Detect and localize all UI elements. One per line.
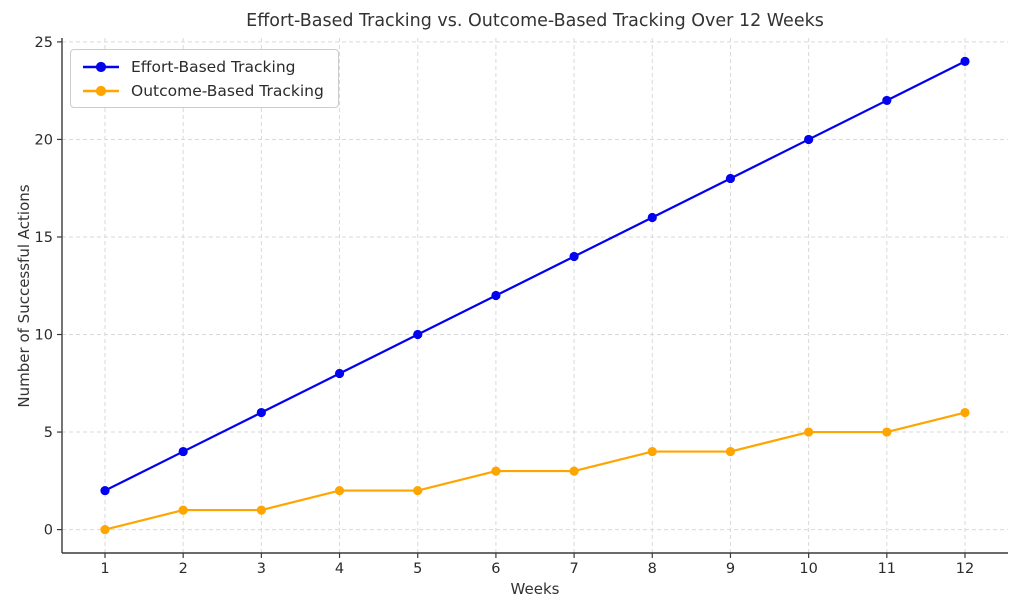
series-line-effort-based-tracking	[103, 60, 967, 492]
x-tick-label: 3	[257, 561, 266, 577]
data-point-effort-based-tracking	[334, 368, 345, 379]
data-point-outcome-based-tracking	[647, 446, 657, 457]
x-tick-label: 11	[878, 561, 896, 577]
y-tick-label: 15	[35, 230, 53, 246]
y-tick-label: 5	[44, 425, 53, 441]
data-point-outcome-based-tracking	[491, 466, 501, 476]
x-tick-label: 1	[100, 561, 109, 577]
data-point-effort-based-tracking	[178, 446, 188, 457]
data-point-outcome-based-tracking	[256, 505, 266, 515]
x-tick-label: 6	[491, 561, 500, 577]
x-tick-label: 2	[179, 561, 188, 577]
data-point-effort-based-tracking	[256, 407, 266, 418]
x-tick-label: 4	[335, 561, 344, 577]
y-axis-label: Number of Successful Actions	[15, 184, 33, 408]
data-point-effort-based-tracking	[960, 56, 970, 67]
data-point-outcome-based-tracking	[178, 505, 188, 515]
x-axis-label: Weeks	[510, 580, 560, 598]
data-point-outcome-based-tracking	[413, 485, 423, 496]
y-tick-label: 25	[35, 35, 53, 51]
data-point-outcome-based-tracking	[334, 485, 345, 496]
series-line-outcome-based-tracking	[103, 411, 967, 531]
legend-label-outcome-based: Outcome-Based Tracking	[131, 81, 324, 100]
legend-item-effort-based: Effort-Based Tracking	[81, 56, 324, 77]
x-tick-label: 8	[648, 561, 657, 577]
legend-item-outcome-based: Outcome-Based Tracking	[81, 80, 324, 101]
x-tick-label: 10	[799, 561, 817, 577]
x-tick-label: 7	[569, 561, 578, 577]
legend-line-sample-icon	[83, 85, 119, 96]
data-point-effort-based-tracking	[413, 329, 423, 340]
data-point-effort-based-tracking	[491, 290, 501, 301]
data-point-outcome-based-tracking	[960, 407, 970, 418]
legend-label-effort-based: Effort-Based Tracking	[131, 57, 296, 76]
y-tick-label: 20	[35, 132, 53, 148]
data-point-outcome-based-tracking	[882, 427, 892, 437]
data-point-effort-based-tracking	[647, 212, 657, 223]
data-point-effort-based-tracking	[100, 485, 110, 496]
data-point-effort-based-tracking	[569, 251, 579, 262]
data-point-effort-based-tracking	[882, 95, 892, 106]
x-tick-label: 9	[726, 561, 735, 577]
x-tick-label: 5	[413, 561, 422, 577]
data-point-outcome-based-tracking	[100, 524, 110, 535]
legend-line-sample-icon	[83, 61, 119, 72]
data-point-outcome-based-tracking	[725, 446, 736, 457]
data-point-outcome-based-tracking	[569, 466, 579, 476]
data-point-effort-based-tracking	[804, 134, 814, 145]
y-tick-label: 10	[35, 328, 53, 344]
data-point-effort-based-tracking	[725, 173, 736, 184]
legend: Effort-Based Tracking Outcome-Based Trac…	[70, 49, 339, 108]
x-tick-label: 12	[956, 561, 974, 577]
data-point-outcome-based-tracking	[804, 427, 814, 437]
chart-title: Effort-Based Tracking vs. Outcome-Based …	[246, 11, 824, 31]
y-tick-label: 0	[44, 523, 53, 539]
